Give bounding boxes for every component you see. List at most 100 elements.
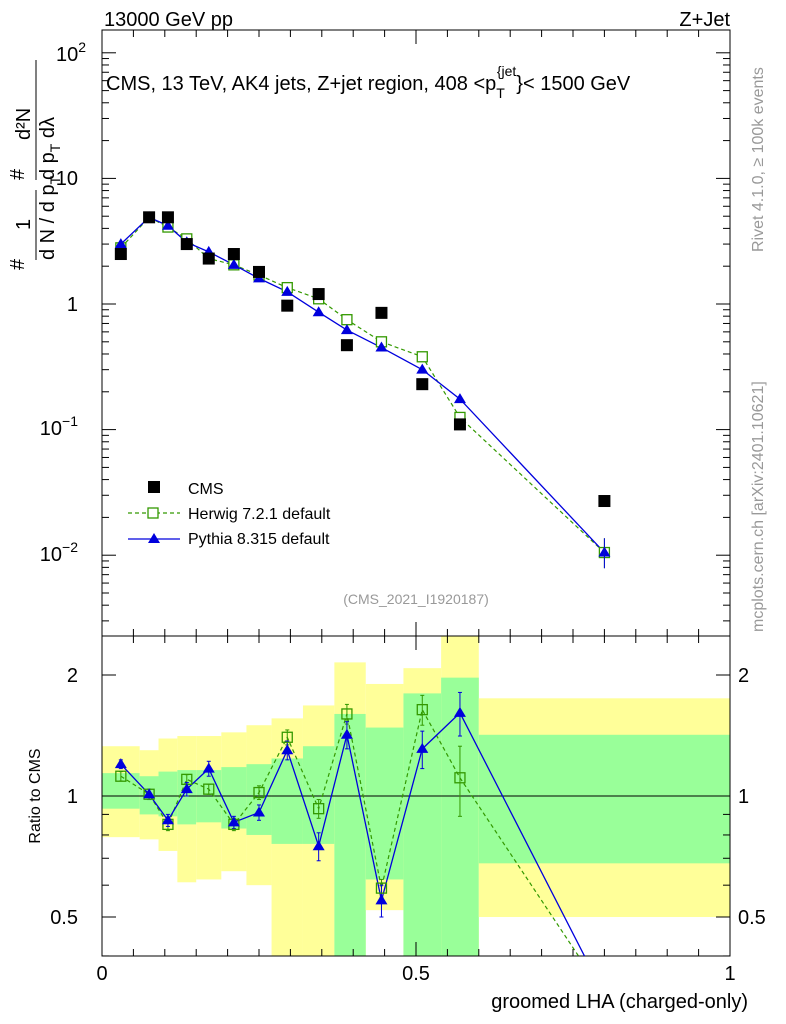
ratio-herwig-point [341, 708, 353, 720]
ratio-herwig-point [454, 772, 466, 784]
ytick-1: 1 [67, 294, 78, 316]
pythia-point [312, 306, 325, 317]
ratio-pythia-point [227, 816, 240, 827]
ratio-ytick-1-right: 1 [738, 786, 749, 808]
ratio-pythia-point [143, 788, 156, 799]
ratio-data-layer [114, 691, 586, 956]
cms-point [202, 252, 215, 265]
ratio-herwig-point [115, 770, 127, 782]
ratio-herwig-point [375, 882, 388, 894]
plot-title: CMS, 13 TeV, AK4 jets, Z+jet region, 408… [106, 63, 631, 101]
analysis-watermark: (CMS_2021_I1920187) [343, 591, 489, 607]
svg-text:d N / d pT: d N / d pT [37, 175, 63, 260]
pythia-point [227, 258, 240, 269]
cms-point [416, 378, 429, 391]
ratio-band-green [158, 771, 178, 817]
ytick-1e-1: 10−1 [40, 413, 78, 440]
ratio-pythia-point [114, 758, 127, 769]
pythia-point [416, 363, 429, 374]
xtick-1: 1 [724, 963, 735, 985]
ratio-y-tick-labels: 2 1 0.5 2 1 0.5 [50, 665, 766, 929]
herwig-point [416, 351, 428, 363]
ratio-pythia-point [312, 840, 325, 851]
svg-text:d pT dλ: d pT dλ [37, 117, 63, 180]
legend-cms-label: CMS [188, 481, 224, 498]
ratio-pythia-point [161, 814, 174, 825]
header-left: 13000 GeV pp [104, 9, 233, 31]
ratio-pythia-point [416, 742, 429, 753]
ratio-band-green [271, 758, 303, 844]
svg-text:#: # [7, 258, 29, 270]
cms-point [161, 211, 174, 224]
pythia-point [161, 219, 174, 230]
ratio-pythia-line [120, 711, 586, 956]
legend: CMS Herwig 7.2.1 default Pythia 8.315 de… [128, 481, 331, 548]
ratio-pythia-point [375, 894, 388, 905]
xtick-0: 0 [96, 963, 107, 985]
ratio-ytick-2-left: 2 [67, 665, 78, 687]
legend-pythia-marker [148, 533, 160, 543]
ratio-ytick-05-left: 0.5 [50, 907, 78, 929]
ratio-band-green [302, 746, 335, 844]
ytick-1e-2: 10−2 [40, 539, 78, 566]
ratio-uncertainty-bands [102, 636, 730, 956]
ratio-herwig-point [281, 731, 293, 743]
ratio-ytick-1-left: 1 [67, 786, 78, 808]
main-data-layer [114, 211, 611, 569]
cms-point [598, 495, 611, 508]
pythia-point [340, 324, 353, 335]
legend-herwig-label: Herwig 7.2.1 default [188, 506, 331, 523]
ratio-pythia-point [281, 744, 294, 755]
cms-point [453, 418, 466, 431]
cms-point [114, 248, 127, 261]
ratio-x-ticks [101, 636, 731, 956]
ratio-pythia-point [180, 783, 193, 794]
legend-herwig-marker [147, 507, 159, 519]
main-y-ticks [102, 52, 730, 622]
cms-point [227, 248, 240, 261]
svg-text:1: 1 [13, 219, 35, 230]
cms-point [340, 339, 353, 352]
ratio-pythia-point [202, 762, 215, 773]
cms-point [143, 211, 156, 224]
pythia-point [281, 285, 294, 296]
ratio-pythia-point [453, 706, 466, 717]
xtick-05: 0.5 [402, 963, 430, 985]
cms-point [312, 288, 325, 301]
ratio-x-tick-labels: 0 0.5 1 [96, 963, 735, 985]
ratio-pythia-point [253, 806, 265, 817]
cms-point [180, 238, 193, 251]
mcplots-label: mcplots.cern.ch [arXiv:2401.10621] [750, 381, 767, 632]
pythia-point [114, 238, 127, 249]
pythia-point [375, 341, 388, 352]
ratio-pythia-point [340, 728, 353, 739]
svg-text:#: # [7, 168, 29, 180]
ratio-band-green [365, 727, 404, 880]
ytick-10: 10 [56, 168, 78, 190]
main-y-axis-label: # 1 d N / d pT # d²N d pT dλ [7, 60, 63, 270]
ratio-herwig-point [416, 703, 428, 716]
main-x-ticks [101, 30, 731, 636]
pythia-line [120, 216, 605, 553]
legend-cms-marker [148, 481, 160, 493]
legend-pythia-label: Pythia 8.315 default [188, 531, 330, 548]
svg-text:d²N: d²N [13, 108, 35, 140]
ratio-herwig-point [203, 783, 215, 795]
ratio-ytick-05-right: 0.5 [738, 907, 766, 929]
ratio-ytick-2-right: 2 [738, 665, 749, 687]
cms-point [253, 265, 265, 278]
pythia-point [453, 393, 466, 404]
ratio-y-axis-label: Ratio to CMS [27, 748, 44, 843]
ytick-100: 102 [56, 39, 86, 66]
ratio-herwig-point [313, 803, 325, 815]
ratio-band-green [478, 734, 730, 864]
rivet-version-label: Rivet 4.1.0, ≥ 100k events [750, 67, 767, 252]
x-axis-label: groomed LHA (charged-only) [491, 991, 748, 1013]
ratio-herwig-point [253, 786, 265, 799]
ratio-y-ticks [102, 674, 730, 957]
cms-point [375, 306, 388, 319]
header-right: Z+Jet [679, 9, 730, 31]
herwig-point [341, 314, 353, 326]
herwig-line [120, 216, 605, 553]
